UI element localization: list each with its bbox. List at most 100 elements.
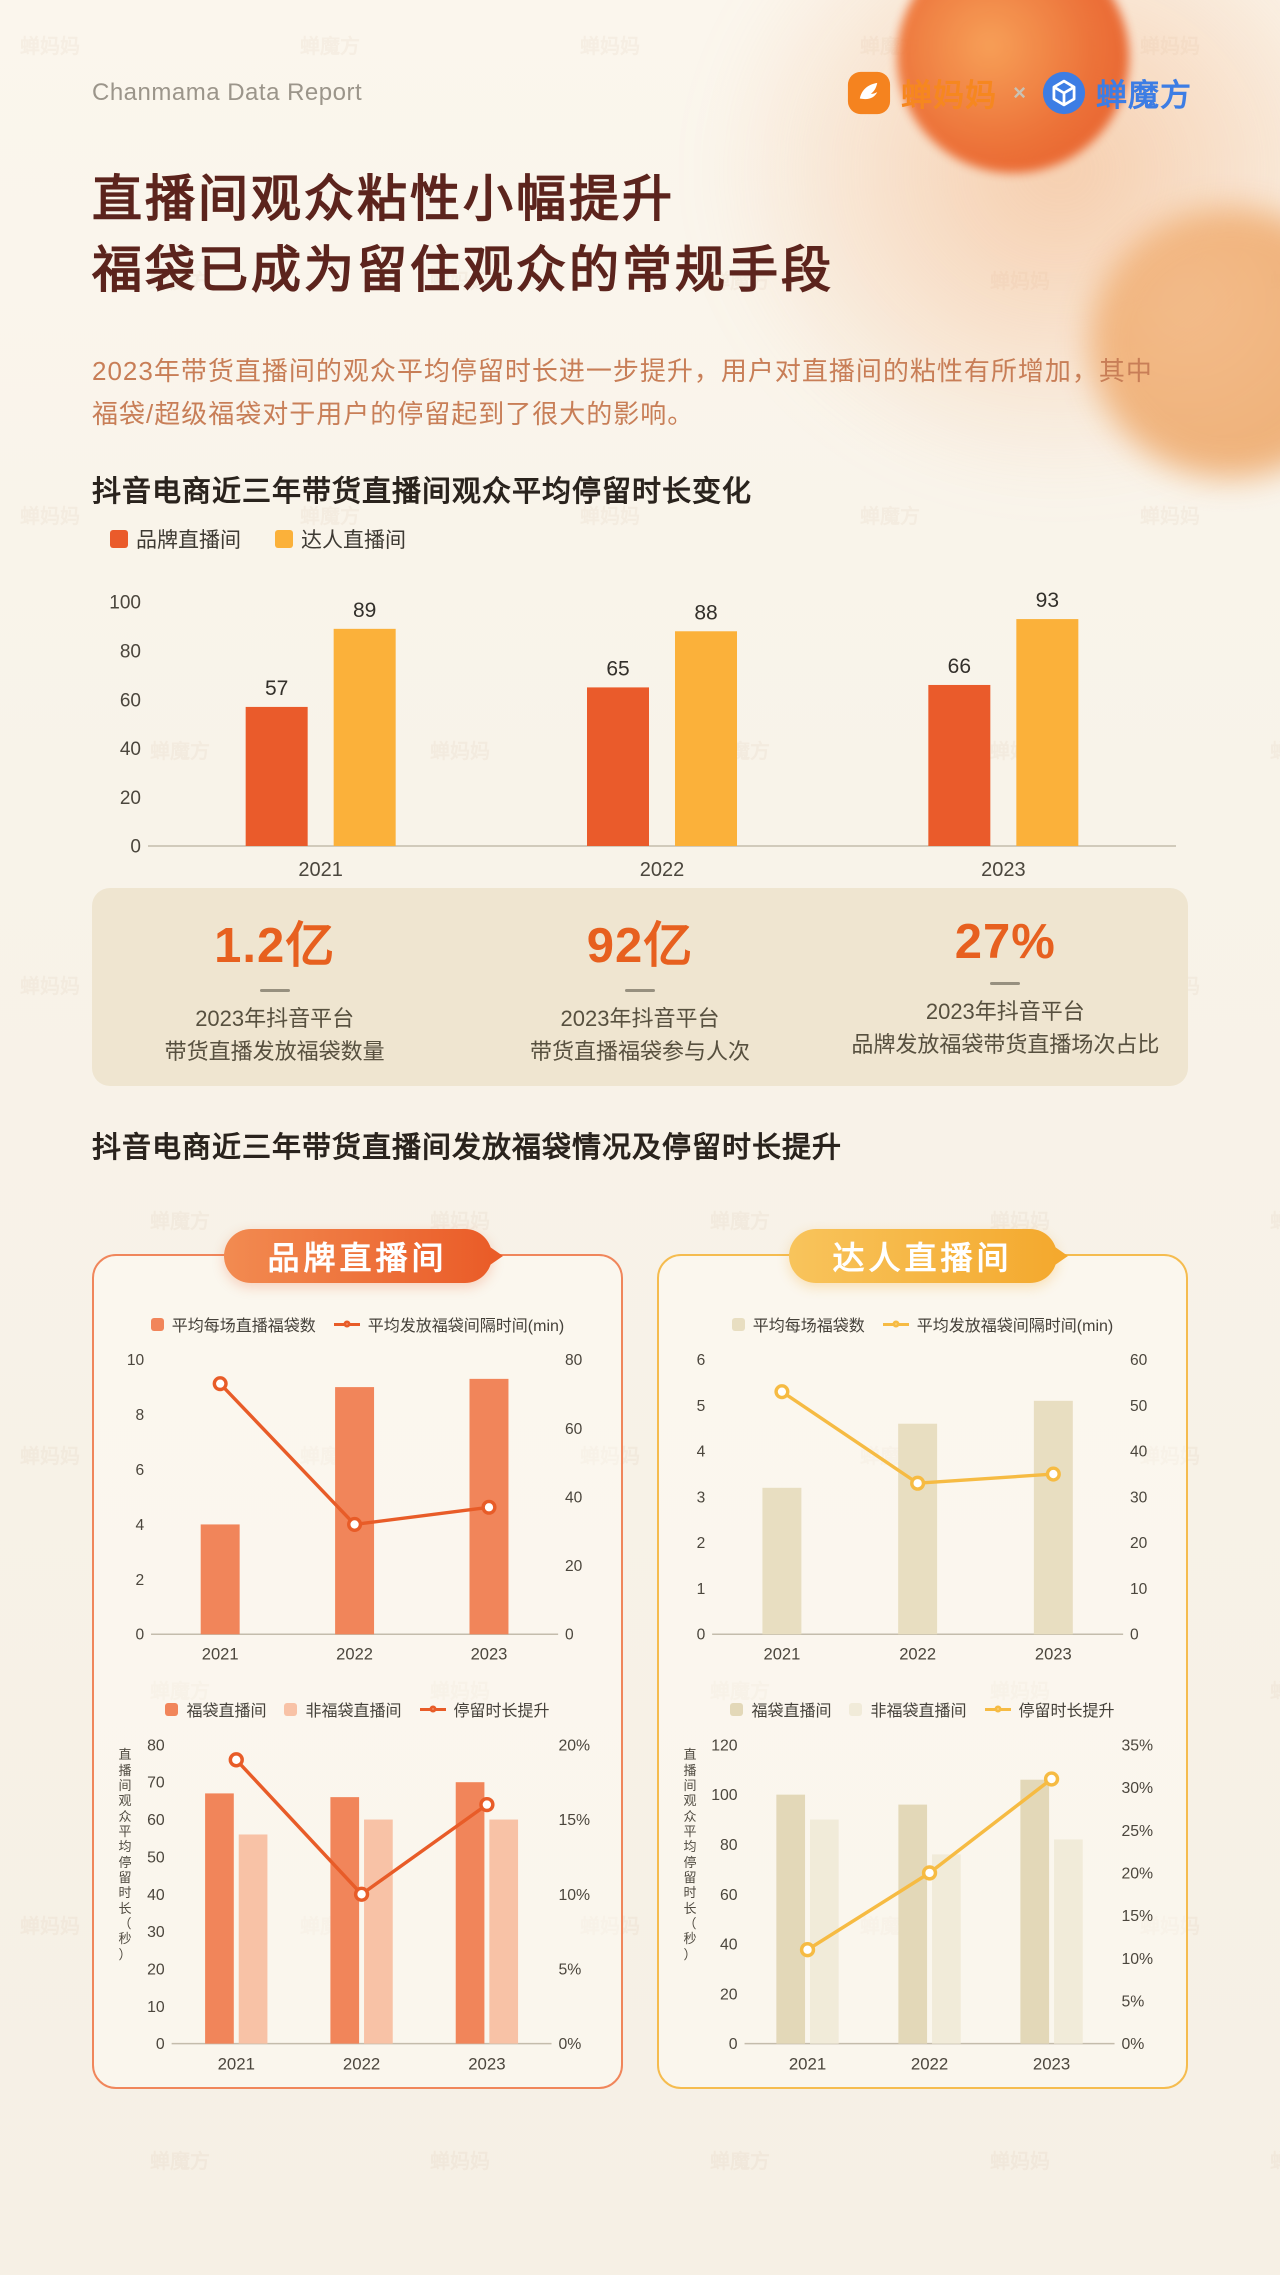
y-axis-tick-left: 70: [147, 1775, 165, 1792]
legend-label: 非福袋直播间: [870, 1703, 967, 1721]
y-axis-tick-left: 80: [147, 1738, 165, 1755]
bar: [762, 1487, 802, 1635]
legend-label: 非福袋直播间: [305, 1703, 402, 1721]
y-axis-tick-right: 10: [1130, 1581, 1148, 1598]
chart-canvas-avg-stay: 0 20 40 60 80 100 57 65 66 89 88 93 2021 2022 2023: [109, 589, 1176, 881]
page-title-line2: 福袋已成为留住观众的常规手段: [92, 242, 834, 298]
y-axis-tick-left: 120: [711, 1738, 738, 1755]
legend-item: 平均发放福袋间隔时间(min): [333, 1312, 565, 1336]
x-category-label: 2021: [789, 2055, 826, 2074]
y-axis-tick-left: 20: [147, 1962, 165, 1979]
y-axis-title-char: 众: [118, 1808, 132, 1824]
bar-value-label: 66: [948, 655, 971, 678]
y-axis-title-char: 时: [118, 1885, 132, 1901]
line-marker: [347, 1516, 363, 1532]
y-axis-title-char: 留: [683, 1870, 697, 1886]
bar: [587, 687, 649, 846]
y-axis-tick-left: 2: [136, 1572, 145, 1589]
y-axis-tick-right: 5%: [558, 1962, 581, 1979]
legend-bar-marker: [284, 1702, 298, 1716]
y-axis-title-char: （: [683, 1916, 697, 1932]
y-axis-tick-left: 0: [156, 2037, 165, 2054]
y-axis-tick-right: 0%: [558, 2037, 581, 2054]
x-category-label: 2023: [1035, 1645, 1072, 1664]
legend-bar-marker: [849, 1702, 863, 1716]
y-axis-tick-left: 60: [147, 1812, 165, 1829]
line-series: [805, 1777, 1054, 1952]
talent-interval-legend: 平均每场福袋数 平均发放福袋间隔时间(min): [679, 1312, 1166, 1336]
y-axis-title-char: 平: [683, 1824, 697, 1840]
y-axis-tick-left: 10: [147, 1999, 165, 2016]
legend-item: 福袋直播间: [730, 1697, 831, 1721]
stat-caption-line2: 带货直播福袋参与人次: [529, 1039, 750, 1064]
bar-value-label: 65: [606, 657, 629, 680]
y-axis-title-char: 播: [683, 1762, 697, 1778]
x-category-label: 2021: [218, 2055, 255, 2074]
stat-divider: [259, 989, 290, 992]
brand-separator: ×: [1013, 79, 1026, 105]
y-axis-tick-right: 5%: [1121, 1994, 1144, 2011]
bar-value-label: 57: [265, 677, 288, 700]
legend-label: 平均发放福袋间隔时间(min): [367, 1318, 565, 1335]
chanmofang-brand-name: 蝉魔方: [1096, 78, 1192, 113]
y-axis-tick-left: 0: [136, 1627, 145, 1644]
legend-label: 停留时长提升: [453, 1703, 550, 1721]
y-axis-tick-right: 15%: [558, 1812, 590, 1829]
talent-interval-body: 0 1 2 3 4 5 6 0 10 20 30 40 50 60 2021 2022 2023: [679, 1346, 1166, 1667]
y-axis-tick-left: 100: [711, 1788, 738, 1805]
x-category-label: 2021: [764, 1645, 801, 1664]
y-axis-tick-left: 80: [120, 641, 141, 662]
talent-stay-legend: 福袋直播间 非福袋直播间 停留时长提升: [679, 1697, 1166, 1721]
report-label: Chanmama Data Report: [92, 78, 363, 106]
bar-value-label: 89: [353, 599, 376, 622]
talent-stay-body: 直播间观众平均停留时长（秒） 0 20 40 60 80 100 120 0% 5% 10% 15%…: [679, 1731, 1166, 2077]
stat-caption: 2023年抖音平台 带货直播发放福袋数量: [92, 1002, 457, 1068]
y-axis-tick-right: 40: [565, 1489, 583, 1506]
line-marker: [910, 1475, 926, 1491]
line-marker: [212, 1376, 228, 1392]
y-axis-title-char: 长: [683, 1900, 697, 1916]
brand-interval-body: 0 2 4 6 8 10 0 20 40 60 80 2021 2022 2023: [114, 1346, 601, 1667]
bar: [205, 1793, 234, 2045]
y-axis-tick-right: 25%: [1121, 1823, 1153, 1840]
legend-label: 福袋直播间: [186, 1703, 267, 1721]
x-category-label: 2023: [471, 1645, 508, 1664]
stat-value: 27%: [954, 914, 1056, 969]
y-axis-title-char: 观: [683, 1793, 697, 1809]
y-axis-title-char: ）: [118, 1946, 132, 1962]
bar: [238, 1834, 268, 2045]
talent-stay-chart: 福袋直播间 非福袋直播间 停留时长提升 直播间观众平均停留时长（秒） 0 20 40 60…: [679, 1697, 1166, 2077]
line-marker: [479, 1797, 495, 1813]
y-axis-title-char: 众: [683, 1808, 697, 1824]
chanmofang-brand: 蝉魔方: [1042, 70, 1192, 115]
y-axis-title-char: 直: [683, 1747, 697, 1763]
y-axis-tick-left: 0: [130, 837, 141, 858]
talent-panel-title: 达人直播间: [788, 1229, 1057, 1283]
y-axis-title-char: 留: [118, 1870, 132, 1886]
line-marker: [353, 1886, 370, 1903]
section1-title: 抖音电商近三年带货直播间观众平均停留时长变化: [92, 476, 753, 508]
stat-caption: 2023年抖音平台 品牌发放福袋带货直播场次占比: [823, 995, 1188, 1061]
panels-row: 品牌直播间 平均每场直播福袋数 平均发放福袋间隔时间(min) 0 2 4 6 8 10 0 2…: [92, 1229, 1188, 2089]
chanmofang-logo-icon: [1042, 71, 1086, 114]
line-marker: [228, 1752, 244, 1768]
y-axis-title-char: 间: [118, 1778, 132, 1794]
line-marker: [481, 1499, 497, 1515]
legend-item: 平均每场福袋数: [731, 1312, 865, 1336]
y-axis-tick-left: 0: [729, 2037, 738, 2054]
legend-item: 福袋直播间: [165, 1697, 266, 1721]
legend-item: 平均发放福袋间隔时间(min): [882, 1312, 1113, 1336]
x-category-label: 2022: [336, 1645, 373, 1664]
y-axis-tick-left: 3: [697, 1489, 706, 1506]
y-axis-tick-left: 0: [697, 1627, 706, 1644]
y-axis-tick-left: 6: [136, 1462, 145, 1479]
y-axis-tick-left: 1: [697, 1581, 706, 1598]
y-axis-title-char: 秒: [118, 1931, 132, 1947]
chart-canvas-brand-stay: 0 10 20 30 40 50 60 70 80 0% 5% 10% 15% 20% 2021 2022 20…: [147, 1738, 590, 2074]
bar: [928, 684, 991, 846]
brand-stay-body: 直播间观众平均停留时长（秒） 0 10 20 30 40 50 60 70 80 0% 5% 10% 1…: [114, 1731, 601, 2077]
line-marker: [1043, 1771, 1060, 1788]
